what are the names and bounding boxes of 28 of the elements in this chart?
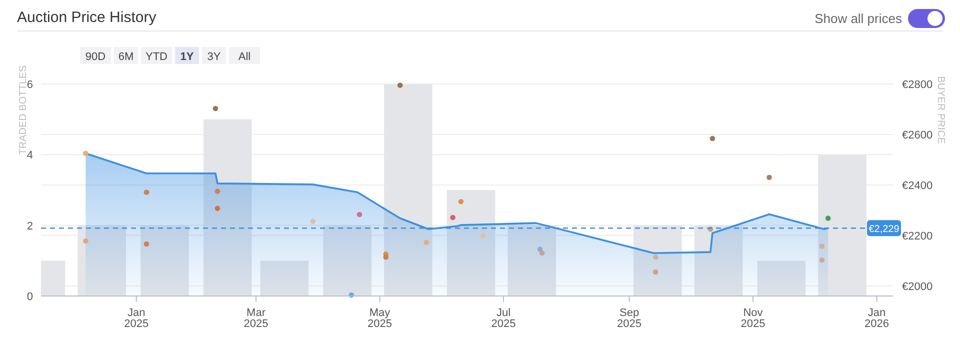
x-tick-label: May 2025 [368,307,392,330]
x-tick-label: Jan 2025 [124,307,149,330]
x-tick-label: Sep 2025 [617,307,642,330]
y-tick-label: 0 [26,291,33,303]
x-tick-label: Jan 2026 [864,307,890,330]
range-button: 90D [80,47,111,64]
range-button: All [229,47,260,64]
range-button: YTD [141,47,172,64]
chart-title: Auction Price History [17,9,157,26]
y2-tick-label: €2800 [902,79,933,91]
ref-line-label: €2,229 [868,224,900,236]
y-axis-title: TRADED BOTTLES [18,64,29,155]
range-button: 6M [114,47,138,64]
y2-tick-label: €2000 [902,280,933,293]
y-tick-label: 4 [26,150,33,162]
range-button: 1Y [175,47,199,64]
x-tick-label: Nov 2025 [740,307,766,330]
text: Show all prices [814,11,902,26]
y2-tick-label: €2400 [902,180,933,192]
y2-tick-label: €2600 [902,129,933,142]
y2-axis-title: BUYER PRICE [935,76,946,144]
y2-tick-label: €2200 [902,230,933,242]
y-tick-label: 2 [26,220,33,232]
value-tag: €2,229 [867,220,901,236]
x-tick-label: Mar 2025 [244,307,268,330]
range-button: 3Y [202,47,226,64]
x-tick-label: Jul 2025 [491,307,516,330]
y-tick-label: 6 [26,79,33,91]
